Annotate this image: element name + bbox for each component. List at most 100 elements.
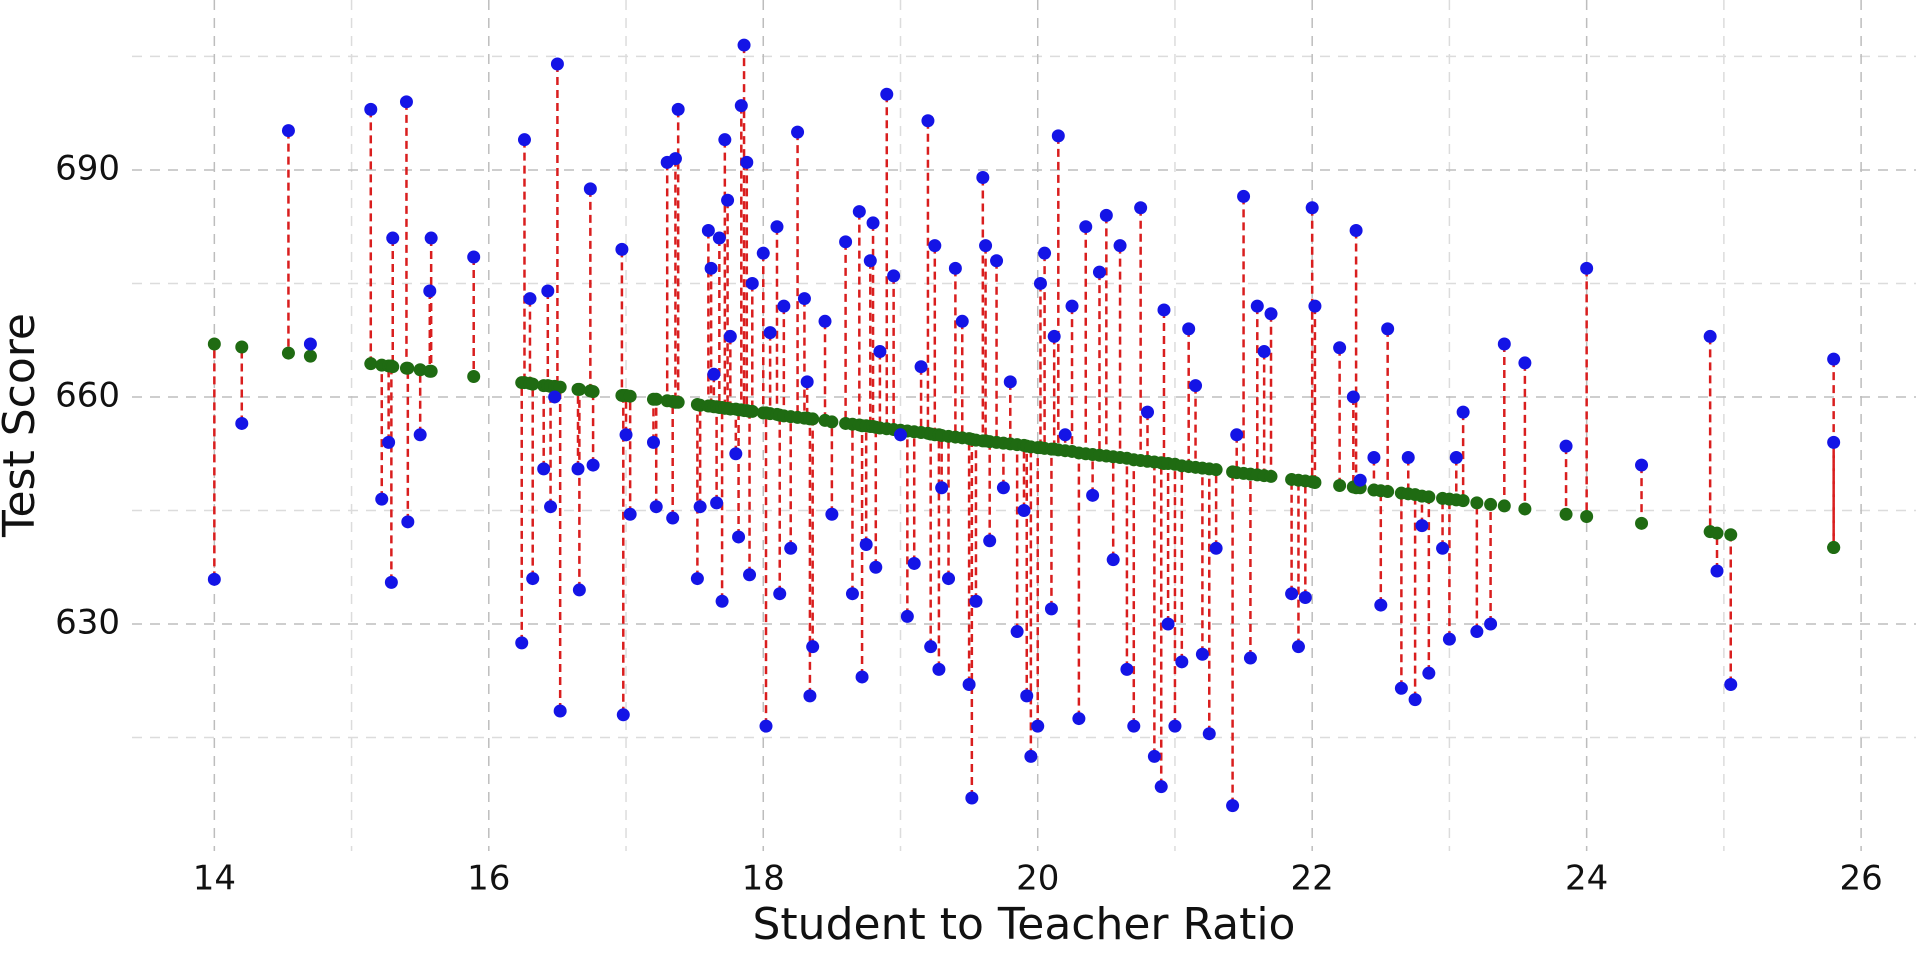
- observed-point: [1285, 587, 1299, 601]
- observed-point: [1436, 541, 1450, 555]
- observed-point: [1134, 201, 1148, 215]
- observed-point: [1168, 719, 1182, 733]
- x-tick-label: 14: [193, 859, 236, 899]
- x-tick-label: 22: [1291, 859, 1334, 899]
- fitted-point: [1333, 479, 1347, 493]
- observed-point: [1038, 246, 1052, 260]
- fitted-point: [1724, 528, 1738, 542]
- observed-point: [1189, 379, 1203, 393]
- fitted-point: [745, 404, 759, 418]
- observed-point: [693, 500, 707, 514]
- fitted-point: [235, 340, 249, 354]
- observed-point: [1367, 451, 1381, 465]
- fitted-point: [401, 361, 415, 375]
- observed-point: [548, 390, 562, 404]
- observed-point: [732, 530, 746, 544]
- observed-point: [281, 124, 295, 138]
- fitted-point: [1422, 490, 1436, 504]
- observed-point: [797, 292, 811, 306]
- observed-point: [756, 246, 770, 260]
- observed-point: [1065, 299, 1079, 313]
- observed-point: [740, 155, 754, 169]
- observed-point: [668, 152, 682, 166]
- x-tick-label: 16: [467, 859, 510, 899]
- fitted-point: [806, 412, 820, 426]
- observed-point: [983, 534, 997, 548]
- observed-point: [1346, 390, 1360, 404]
- observed-point: [990, 254, 1004, 268]
- observed-point: [1113, 239, 1127, 253]
- observed-point: [1072, 712, 1086, 726]
- observed-point: [1449, 451, 1463, 465]
- observed-point: [855, 670, 869, 684]
- observed-point: [770, 220, 784, 234]
- y-tick-label: 660: [55, 375, 120, 415]
- fitted-point: [1484, 497, 1498, 511]
- observed-point: [423, 284, 437, 298]
- observed-point: [932, 662, 946, 676]
- observed-point: [1291, 640, 1305, 654]
- observed-point: [763, 326, 777, 340]
- observed-point: [723, 329, 737, 343]
- x-tick-label: 20: [1016, 859, 1059, 899]
- observed-point: [424, 231, 438, 245]
- observed-point: [914, 360, 928, 374]
- observed-point: [386, 231, 400, 245]
- x-axis-title: Student to Teacher Ratio: [753, 899, 1296, 950]
- observed-point: [1827, 435, 1841, 449]
- observed-point: [572, 583, 586, 597]
- observed-point: [962, 678, 976, 692]
- observed-point: [616, 708, 630, 722]
- observed-point: [235, 416, 249, 430]
- observed-point: [646, 435, 660, 449]
- observed-point: [1305, 201, 1319, 215]
- fitted-point: [1710, 526, 1724, 540]
- observed-point: [384, 575, 398, 589]
- observed-point: [467, 250, 481, 264]
- observed-point: [1086, 488, 1100, 502]
- observed-point: [1127, 719, 1141, 733]
- fitted-point: [386, 360, 400, 374]
- fitted-point: [825, 415, 839, 429]
- observed-point: [729, 447, 743, 461]
- observed-point: [1484, 617, 1498, 631]
- fitted-point: [649, 392, 663, 406]
- fitted-point: [424, 364, 438, 378]
- observed-point: [615, 242, 629, 256]
- observed-point: [1195, 647, 1209, 661]
- observed-point: [550, 57, 564, 71]
- observed-point: [921, 114, 935, 128]
- observed-point: [1724, 678, 1738, 692]
- observed-point: [1051, 129, 1065, 143]
- observed-point: [1349, 223, 1363, 237]
- observed-point: [1703, 329, 1717, 343]
- observed-point: [1333, 341, 1347, 355]
- observed-point: [1298, 590, 1312, 604]
- observed-point: [1033, 276, 1047, 290]
- observed-point: [704, 261, 718, 275]
- observed-point: [1394, 681, 1408, 695]
- observed-point: [745, 276, 759, 290]
- observed-point: [743, 568, 757, 582]
- observed-point: [1250, 299, 1264, 313]
- fitted-point: [1580, 510, 1594, 524]
- observed-point: [364, 102, 378, 116]
- observed-point: [1058, 428, 1072, 442]
- observed-point: [1470, 625, 1484, 639]
- observed-point: [1497, 337, 1511, 351]
- observed-point: [1408, 693, 1422, 707]
- observed-point: [818, 314, 832, 328]
- fitted-point: [413, 363, 427, 377]
- observed-point: [1147, 749, 1161, 763]
- observed-point: [1243, 651, 1257, 665]
- observed-point: [866, 216, 880, 230]
- fitted-point: [671, 395, 685, 409]
- observed-point: [773, 587, 787, 601]
- fitted-point: [572, 382, 586, 396]
- observed-point: [935, 481, 949, 495]
- observed-point: [1264, 307, 1278, 321]
- observed-point: [1308, 299, 1322, 313]
- fitted-point: [1635, 516, 1649, 530]
- observed-point: [721, 193, 735, 207]
- observed-point: [1017, 503, 1031, 517]
